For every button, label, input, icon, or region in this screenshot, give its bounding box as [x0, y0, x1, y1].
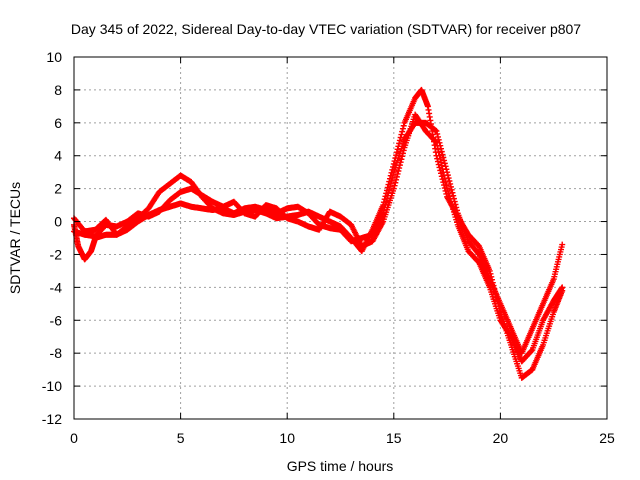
data-point: [437, 156, 444, 163]
data-point: [441, 175, 448, 182]
data-point: [399, 150, 406, 157]
data-point: [399, 125, 406, 132]
y-tick-label: -2: [50, 246, 63, 262]
data-point: [386, 186, 393, 193]
y-tick-label: 4: [54, 148, 62, 164]
data-point: [434, 130, 441, 137]
data-point: [450, 192, 457, 199]
data-point: [440, 169, 447, 176]
data-point: [441, 157, 448, 164]
x-tick-label: 15: [386, 430, 402, 446]
data-point: [441, 160, 448, 167]
y-tick-label: -10: [42, 378, 62, 394]
data-point: [400, 147, 407, 154]
data-point: [435, 149, 442, 156]
data-point: [442, 163, 449, 170]
data-point: [393, 149, 400, 156]
data-point: [387, 180, 394, 187]
data-point: [432, 138, 439, 145]
data-point: [398, 156, 405, 163]
data-point: [390, 185, 397, 192]
data-point: [393, 176, 400, 183]
y-tick-label: 10: [46, 49, 62, 65]
data-point: [445, 175, 452, 182]
data-point: [442, 179, 449, 186]
data-point: [434, 133, 441, 140]
data-point: [448, 186, 455, 193]
data-point: [434, 146, 441, 153]
y-tick-label: -4: [50, 279, 63, 295]
data-point: [393, 173, 400, 180]
x-tick-label: 20: [493, 430, 509, 446]
x-tick-label: 25: [599, 430, 615, 446]
series-track-c: [71, 111, 566, 365]
y-tick-label: -8: [50, 345, 63, 361]
data-point: [394, 170, 401, 177]
data-point: [443, 182, 450, 189]
data-points: [71, 86, 566, 381]
y-tick-label: 8: [54, 82, 62, 98]
data-point: [397, 159, 404, 166]
data-point: [386, 183, 393, 190]
data-point: [447, 180, 454, 187]
axis-ticks: 0 5 10 15 20 25 -12 -10 -8 -6 -4 -2 0 2 4 6 8 10: [42, 49, 615, 446]
data-point: [434, 142, 441, 149]
grid-lines: [74, 57, 607, 419]
data-point: [446, 177, 453, 184]
data-point: [441, 172, 448, 179]
plot-frame: [73, 56, 608, 420]
data-point: [559, 284, 566, 291]
data-point: [396, 162, 403, 169]
data-point: [395, 168, 402, 175]
data-point: [391, 182, 398, 189]
y-tick-label: 6: [54, 115, 62, 131]
data-point: [433, 139, 440, 146]
chart-title: Day 345 of 2022, Sidereal Day-to-day VTE…: [71, 21, 581, 37]
data-point: [439, 165, 446, 172]
data-point: [438, 162, 445, 169]
data-point: [399, 128, 406, 135]
data-point: [383, 198, 390, 205]
data-point: [438, 159, 445, 166]
data-point: [436, 152, 443, 159]
data-point: [389, 175, 396, 182]
data-point: [396, 165, 403, 172]
y-tick-label: 0: [54, 214, 62, 230]
data-point: [449, 189, 456, 196]
data-point: [447, 183, 454, 190]
data-point: [433, 128, 440, 135]
x-tick-label: 0: [70, 430, 78, 446]
data-point: [440, 154, 447, 161]
y-axis-label: SDTVAR / TECUs: [7, 182, 23, 294]
data-point: [390, 172, 397, 179]
data-point: [439, 151, 446, 158]
data-point: [438, 148, 445, 155]
data-point: [388, 177, 395, 184]
y-tick-label: -6: [50, 312, 63, 328]
data-point: [453, 204, 460, 211]
data-point: [396, 137, 403, 144]
data-point: [400, 122, 407, 129]
data-point: [453, 207, 460, 214]
x-axis-label: GPS time / hours: [287, 458, 394, 474]
data-point: [559, 241, 566, 248]
y-tick-label: -12: [42, 411, 62, 427]
data-point: [399, 153, 406, 160]
x-tick-label: 5: [177, 430, 185, 446]
y-tick-label: 2: [54, 181, 62, 197]
data-point: [392, 179, 399, 186]
x-tick-label: 10: [279, 430, 295, 446]
data-point: [398, 131, 405, 138]
